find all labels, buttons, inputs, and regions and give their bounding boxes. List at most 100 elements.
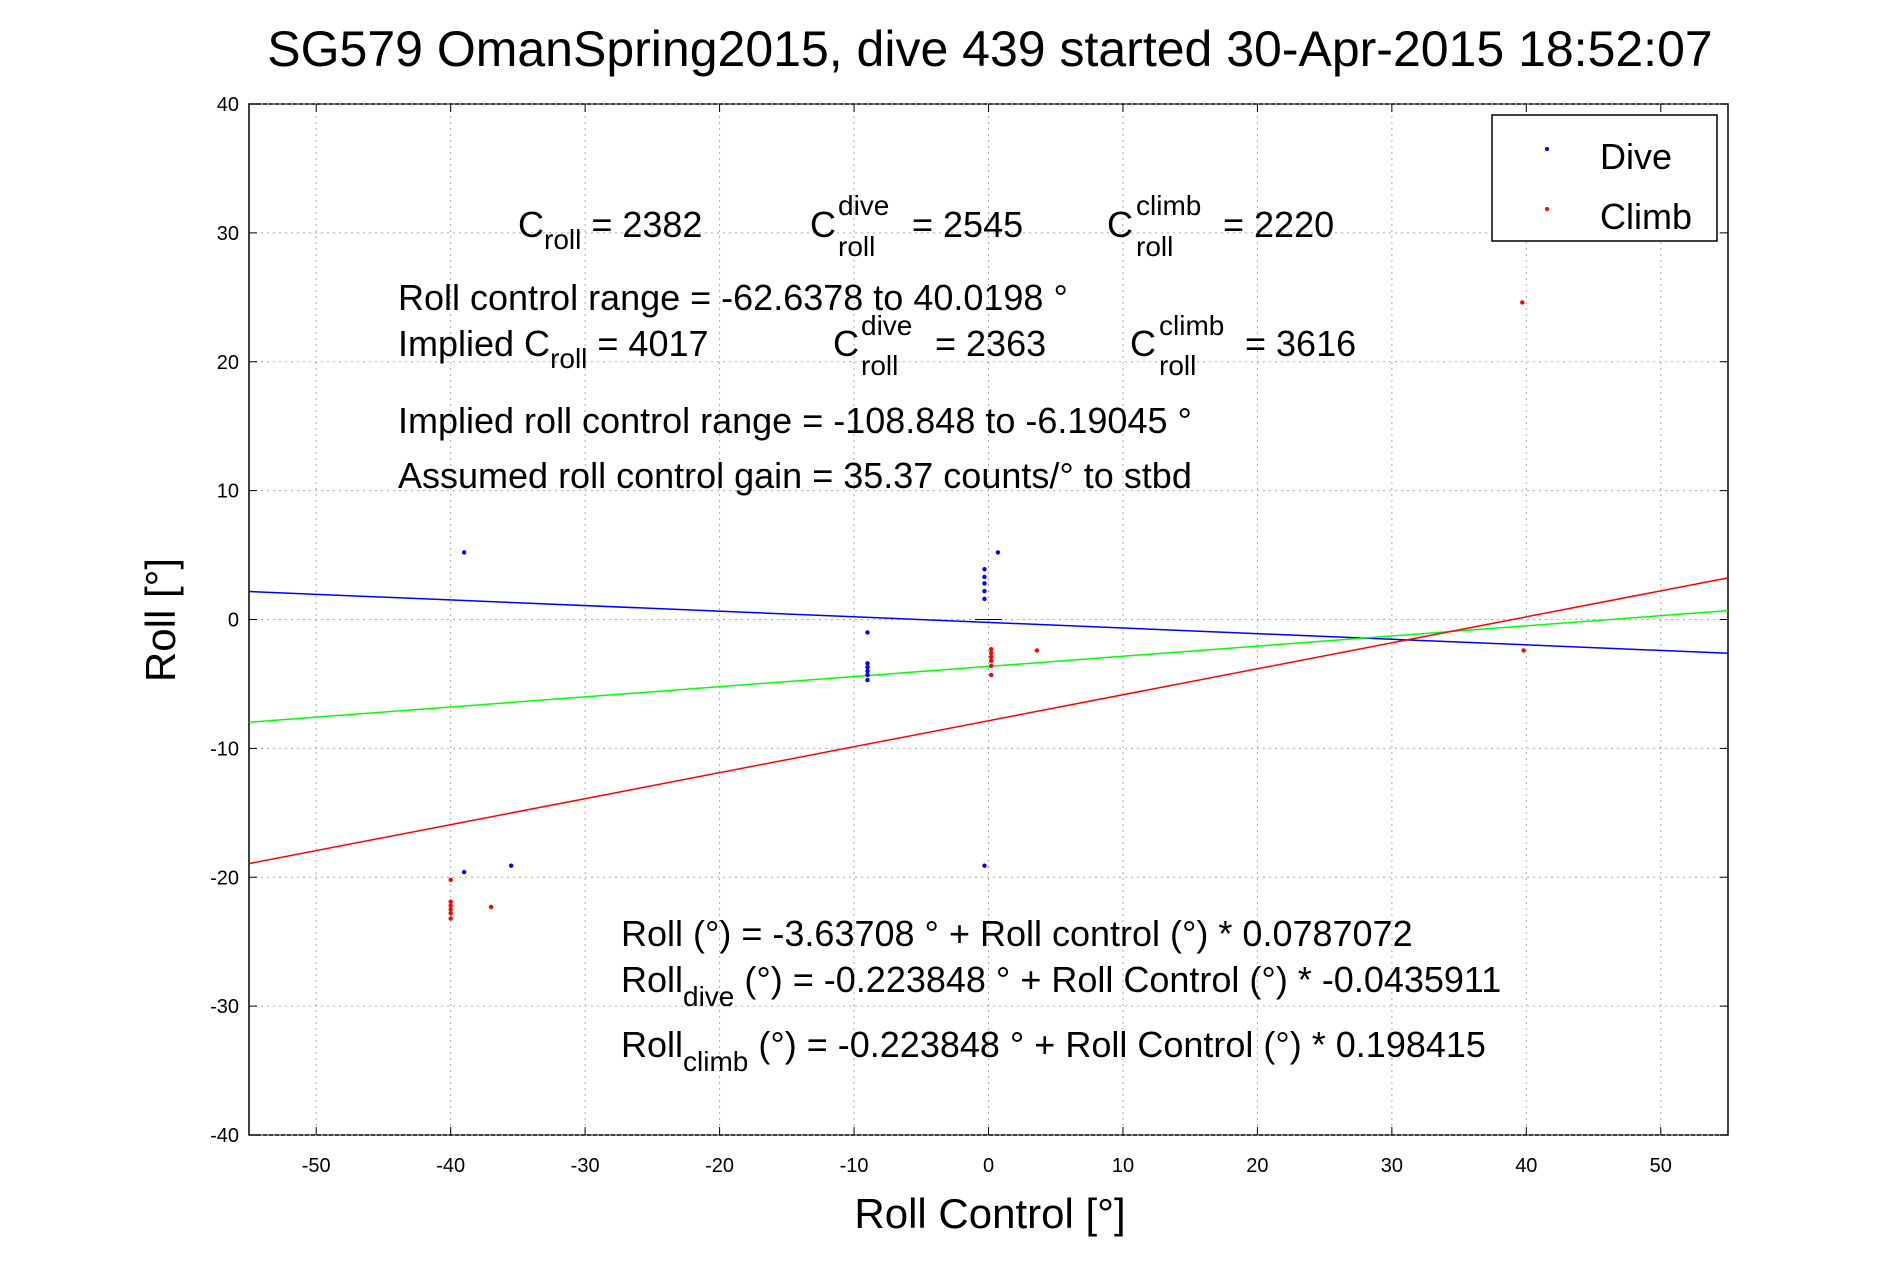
climb-point-13 xyxy=(448,911,453,916)
dive-point-7 xyxy=(982,596,987,602)
dive-point-2 xyxy=(865,661,870,666)
climb-point-5 xyxy=(988,654,994,660)
dive-point-3 xyxy=(865,664,870,670)
climb-point-6 xyxy=(988,658,994,663)
y-tick-label-1: -30 xyxy=(210,996,239,1018)
dive-point-6 xyxy=(865,677,870,683)
annotations: Croll = 2382 dive C roll = 2545 climb C r… xyxy=(398,190,1501,1077)
fit-line-2 xyxy=(248,577,1729,865)
implied-dive-sup: dive xyxy=(861,310,912,341)
x-tick-label-6: 10 xyxy=(1112,1155,1134,1177)
x-tick-label-5: 0 xyxy=(983,1155,994,1177)
climb-point-15 xyxy=(488,904,494,910)
x-tick-label-3: -20 xyxy=(705,1155,734,1177)
croll-climb-sub: roll xyxy=(1136,231,1173,262)
fit-line-1 xyxy=(248,609,1729,723)
equation-roll-climb: Rollclimb (°) = -0.223848 ° + Roll Contr… xyxy=(621,1024,1486,1077)
y-axis-label: Roll [°] xyxy=(137,558,184,682)
implied-climb-sub: roll xyxy=(1159,350,1196,381)
dive-point-1 xyxy=(865,630,870,635)
x-tick-label-8: 30 xyxy=(1381,1155,1403,1177)
implied-dive-value: = 2363 xyxy=(935,323,1046,364)
y-tick-label-3: -10 xyxy=(210,738,239,760)
y-tick-label-8: 40 xyxy=(217,94,239,116)
x-tick-label-1: -40 xyxy=(436,1155,465,1177)
croll-dive-sup: dive xyxy=(838,190,889,221)
y-tick-label-0: -40 xyxy=(210,1125,239,1147)
climb-point-12 xyxy=(448,907,453,912)
x-tick-label-2: -30 xyxy=(571,1155,600,1177)
croll-base: C xyxy=(518,204,544,245)
climb-point-11 xyxy=(448,903,453,908)
eq-climb-rest: (°) = -0.223848 ° + Roll Control (°) * 0… xyxy=(748,1024,1486,1065)
climb-point-0 xyxy=(1520,300,1525,305)
x-tick-label-4: -10 xyxy=(840,1155,869,1177)
climb-point-9 xyxy=(448,877,453,883)
croll-dive-sub: roll xyxy=(838,231,875,262)
dive-point-15 xyxy=(461,869,467,875)
eq-dive-rest: (°) = -0.223848 ° + Roll Control (°) * -… xyxy=(734,959,1501,1000)
dive-point-4 xyxy=(865,668,870,674)
implied-dive-base: C xyxy=(833,323,859,364)
climb-point-1 xyxy=(1521,648,1526,653)
dive-point-14 xyxy=(508,863,514,868)
roll-control-range: Roll control range = -62.6378 to 40.0198… xyxy=(398,277,1068,318)
fit-lines xyxy=(248,577,1729,865)
plot-area: -50 -40 -30 -20 -10 0 10 20 30 40 50 -40 -30 -20 -10 0 1… xyxy=(210,94,1729,1177)
legend-climb-marker xyxy=(1545,207,1549,211)
eq-dive-base: Roll xyxy=(621,959,683,1000)
croll-sub: roll xyxy=(544,224,581,255)
dive-point-10 xyxy=(982,574,987,580)
x-tick-label-10: 50 xyxy=(1650,1155,1672,1177)
y-tick-label-4: 0 xyxy=(228,610,239,632)
fit-line-0 xyxy=(248,590,1729,655)
y-tick-label-5: 10 xyxy=(217,481,239,503)
x-axis-label: Roll Control [°] xyxy=(854,1190,1125,1237)
implied-croll-sub: roll xyxy=(550,343,587,374)
implied-dive-sub: roll xyxy=(861,350,898,381)
eq-climb-sub: climb xyxy=(683,1046,748,1077)
dive-point-13 xyxy=(982,863,987,868)
dive-point-5 xyxy=(865,672,870,678)
croll-dive-value: = 2545 xyxy=(912,204,1023,245)
x-tick-label-7: 20 xyxy=(1246,1155,1268,1177)
dive-point-9 xyxy=(982,581,987,586)
implied-croll-value: = 4017 xyxy=(597,323,708,364)
implied-croll: Implied Croll = 4017 xyxy=(398,323,709,374)
croll-annotation: Croll = 2382 xyxy=(518,204,702,255)
dive-point-0 xyxy=(461,550,467,555)
croll-climb-base: C xyxy=(1107,204,1133,245)
eq-climb-base: Roll xyxy=(621,1024,683,1065)
x-tick-label-0: -50 xyxy=(302,1155,331,1177)
climb-point-4 xyxy=(988,650,994,656)
climb-point-3 xyxy=(988,646,994,652)
dive-point-12 xyxy=(995,550,1001,555)
climb-point-8 xyxy=(988,672,994,678)
croll-dive-base: C xyxy=(810,204,836,245)
croll-climb-value: = 2220 xyxy=(1223,204,1334,245)
y-tick-label-6: 20 xyxy=(217,352,239,374)
croll-value: = 2382 xyxy=(591,204,702,245)
implied-climb-sup: climb xyxy=(1159,310,1224,341)
legend-box xyxy=(1491,114,1718,242)
climb-point-7 xyxy=(988,663,994,669)
assumed-gain: Assumed roll control gain = 35.37 counts… xyxy=(398,455,1192,496)
climb-point-2 xyxy=(1034,648,1040,653)
axis-ticks: -50 -40 -30 -20 -10 0 10 20 30 40 50 -40 -30 -20 -10 0 1… xyxy=(210,94,1728,1177)
implied-climb-base: C xyxy=(1130,323,1156,364)
climb-point-10 xyxy=(448,899,453,904)
implied-roll-control-range: Implied roll control range = -108.848 to… xyxy=(398,400,1192,441)
y-tick-label-7: 30 xyxy=(217,223,239,245)
croll-climb-sup: climb xyxy=(1136,190,1201,221)
legend: Dive Climb xyxy=(1491,114,1718,242)
eq-dive-sub: dive xyxy=(683,981,734,1012)
chart-title: SG579 OmanSpring2015, dive 439 started 3… xyxy=(267,21,1712,77)
implied-croll-prefix: Implied C xyxy=(398,323,550,364)
equation-roll-dive: Rolldive (°) = -0.223848 ° + Roll Contro… xyxy=(621,959,1501,1012)
dive-point-11 xyxy=(982,567,987,572)
data-points xyxy=(448,300,1526,921)
implied-climb-value: = 3616 xyxy=(1245,323,1356,364)
legend-dive-marker xyxy=(1545,147,1549,151)
x-tick-label-9: 40 xyxy=(1515,1155,1537,1177)
